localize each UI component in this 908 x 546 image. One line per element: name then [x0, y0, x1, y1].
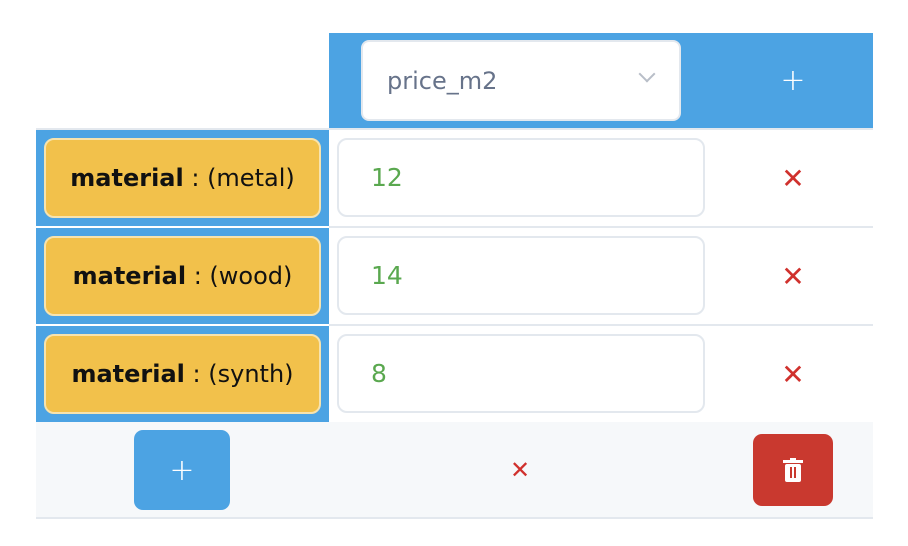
- remove-row-button[interactable]: ✕: [781, 161, 805, 195]
- amount-value: 12: [371, 163, 403, 192]
- trash-icon: [783, 458, 803, 482]
- divider: [329, 226, 873, 228]
- column-select-value: price_m2: [387, 66, 498, 95]
- divider: [329, 324, 873, 326]
- add-column-button[interactable]: +: [780, 62, 806, 98]
- row-badge[interactable]: material : (synth): [44, 334, 321, 414]
- column-select[interactable]: price_m2: [361, 40, 681, 121]
- row-sep: :: [186, 262, 210, 290]
- delete-button[interactable]: [753, 434, 833, 506]
- divider: [36, 517, 873, 519]
- row-badge[interactable]: material : (wood): [44, 236, 321, 316]
- amount-value: 8: [371, 359, 387, 388]
- remove-row-button[interactable]: ✕: [781, 357, 805, 391]
- row-value: (synth): [208, 360, 294, 388]
- chevron-down-icon: [638, 65, 656, 83]
- row-sep: :: [184, 360, 209, 388]
- row-value: (metal): [207, 164, 295, 192]
- row-key: material: [71, 360, 185, 388]
- add-row-button[interactable]: +: [134, 430, 230, 510]
- divider: [36, 128, 873, 130]
- row-value: (wood): [209, 262, 293, 290]
- remove-row-button[interactable]: ✕: [781, 259, 805, 293]
- amount-input[interactable]: 12: [337, 138, 705, 217]
- row-badge[interactable]: material : (metal): [44, 138, 321, 218]
- row-sep: :: [183, 164, 208, 192]
- amount-value: 14: [371, 261, 403, 290]
- amount-input[interactable]: 8: [337, 334, 705, 413]
- clear-button[interactable]: ✕: [509, 456, 531, 484]
- amount-input[interactable]: 14: [337, 236, 705, 315]
- row-key: material: [70, 164, 184, 192]
- row-key: material: [72, 262, 187, 290]
